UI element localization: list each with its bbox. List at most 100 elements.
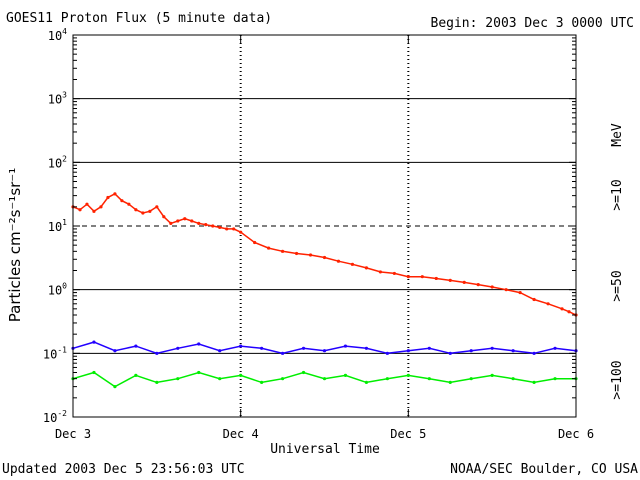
data-point	[113, 349, 117, 353]
legend-ge50: >=50	[610, 270, 625, 301]
data-point	[427, 377, 431, 381]
x-tick-label: Dec 3	[55, 427, 91, 441]
data-point	[204, 223, 208, 227]
data-point	[218, 225, 222, 230]
data-point	[280, 377, 285, 381]
data-point	[183, 217, 187, 221]
data-point	[504, 288, 508, 292]
data-point	[532, 380, 536, 384]
data-point	[218, 349, 222, 353]
data-point	[197, 221, 201, 225]
legend-ge100: >=100	[610, 360, 625, 399]
data-point	[239, 373, 243, 378]
data-point	[385, 377, 389, 381]
grid-layer	[73, 35, 576, 417]
data-point	[567, 310, 571, 314]
data-point	[134, 373, 138, 378]
data-point	[155, 351, 159, 355]
data-point	[134, 208, 138, 212]
data-point	[155, 205, 159, 209]
data-point	[546, 302, 550, 306]
data-point	[322, 377, 327, 381]
legend-units: MeV	[610, 123, 625, 147]
data-point	[350, 262, 355, 266]
data-point	[280, 351, 285, 355]
data-point	[462, 280, 466, 285]
data-point	[197, 342, 201, 346]
data-point	[427, 346, 431, 350]
data-point	[532, 297, 536, 302]
chart-title: GOES11 Proton Flux (5 minute data)	[6, 11, 272, 26]
data-point	[406, 349, 410, 353]
data-point	[197, 370, 201, 375]
y-axis-label: Particles cm⁻²s⁻¹sr⁻¹	[6, 168, 24, 322]
data-point	[85, 202, 89, 206]
data-point	[148, 209, 152, 213]
data-point	[343, 373, 348, 378]
data-point	[378, 270, 382, 274]
data-point	[469, 377, 473, 381]
data-point	[448, 351, 452, 355]
data-point	[532, 351, 536, 355]
footer-updated: Updated 2003 Dec 5 23:56:03 UTC	[2, 462, 245, 477]
series-layer	[71, 192, 578, 389]
data-point	[267, 246, 271, 250]
data-point	[490, 346, 494, 350]
data-point	[490, 285, 494, 289]
y-tick-label: 10-2	[43, 409, 67, 425]
data-point	[322, 255, 327, 260]
data-point	[434, 276, 438, 281]
data-point	[518, 290, 522, 295]
data-point	[553, 377, 557, 381]
data-point	[364, 380, 369, 384]
data-point	[308, 253, 313, 257]
x-tick-label: Dec 4	[223, 427, 259, 441]
data-point	[364, 346, 369, 350]
data-point	[127, 202, 131, 206]
data-point	[176, 377, 180, 381]
data-point	[113, 385, 117, 389]
y-tick-label: 103	[48, 91, 67, 107]
data-point	[392, 271, 396, 276]
data-point	[560, 307, 564, 311]
data-point	[322, 349, 327, 353]
data-point	[92, 340, 96, 344]
data-point	[232, 227, 236, 231]
data-point	[476, 283, 480, 287]
data-point	[553, 346, 557, 350]
data-point	[385, 351, 389, 355]
data-point	[294, 251, 299, 256]
data-point	[336, 259, 341, 263]
data-point	[448, 380, 452, 384]
data-point	[511, 349, 515, 353]
y-tick-label: 102	[48, 154, 67, 170]
data-point	[176, 219, 180, 223]
data-point	[162, 215, 166, 219]
data-point	[364, 266, 369, 270]
data-point	[106, 195, 110, 200]
data-point	[92, 209, 96, 213]
data-point	[211, 224, 215, 228]
begin-label: Begin: 2003 Dec 3 0000 UTC	[431, 16, 635, 31]
data-point	[253, 240, 257, 245]
data-point	[120, 199, 124, 203]
data-point	[420, 275, 424, 279]
data-point	[190, 219, 194, 223]
data-point	[92, 370, 96, 375]
y-tick-label: 10-1	[43, 345, 67, 361]
data-point	[448, 278, 452, 282]
data-point	[406, 275, 410, 279]
x-tick-label: Dec 6	[558, 427, 594, 441]
data-point	[113, 192, 117, 196]
data-point	[169, 221, 173, 225]
data-point	[260, 380, 264, 384]
data-point	[490, 373, 494, 378]
data-point	[343, 344, 348, 348]
y-tick-label: 104	[48, 27, 67, 43]
x-tick-label: Dec 5	[390, 427, 426, 441]
data-point	[260, 346, 264, 350]
data-point	[99, 205, 103, 209]
legend-ge10: >=10	[610, 179, 625, 210]
footer-credit: NOAA/SEC Boulder, CO USA	[450, 462, 638, 477]
